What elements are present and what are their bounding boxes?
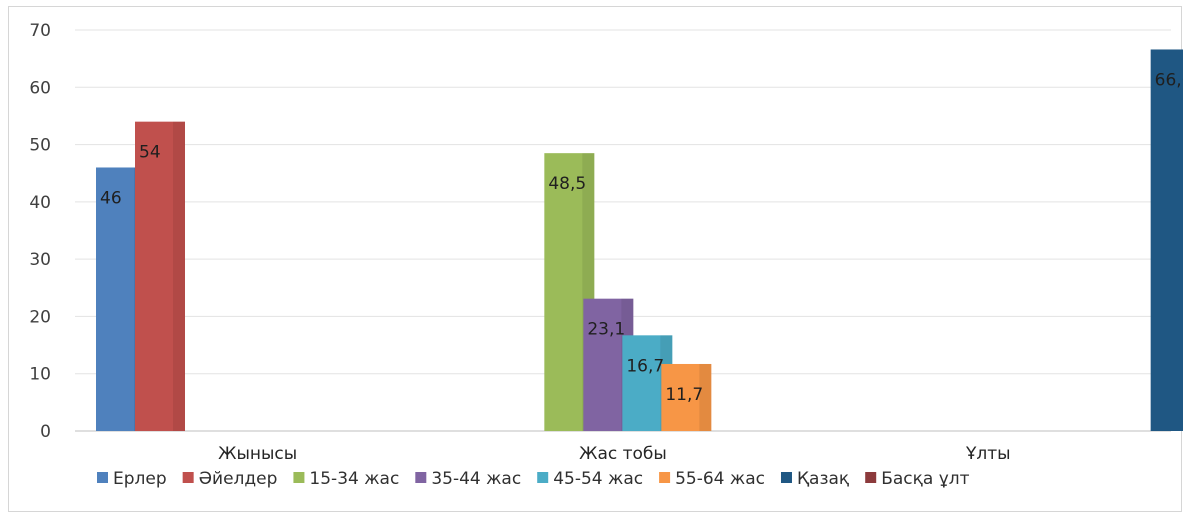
data-label-қазақ: 66,6	[1155, 70, 1183, 90]
y-tick-label-0: 0	[40, 422, 51, 442]
chart-frame: 0 10 20 30 40 50 60 70 46 54 Жынысы 48,5 23,1 16,7 11,…	[8, 6, 1183, 512]
legend-label-55-64-жас: 55-64 жас	[675, 469, 765, 489]
bar-shade-55-64-жас	[699, 363, 712, 431]
legend-label-ерлер: Ерлер	[113, 469, 167, 489]
legend-swatch-15-34-жас	[293, 472, 305, 483]
data-label-35-44-жас: 23,1	[587, 320, 625, 340]
legend-swatch-ерлер	[97, 472, 108, 483]
legend-swatch-басқа-ұлт	[865, 472, 877, 483]
legend-swatch-45-54-жас	[537, 472, 549, 483]
data-label-әйелдер: 54	[139, 143, 161, 163]
y-tick-label-50: 50	[29, 136, 51, 156]
legend-swatch-35-44-жас	[415, 472, 427, 483]
y-tick-label-60: 60	[29, 78, 51, 98]
y-tick-label-20: 20	[29, 307, 51, 327]
legend-swatch-55-64-жас	[659, 472, 671, 483]
bar-shade-әйелдер	[173, 121, 185, 432]
legend-label-15-34-жас: 15-34 жас	[309, 469, 399, 489]
data-label-45-54-жас: 16,7	[626, 356, 664, 376]
y-tick-label-30: 30	[29, 250, 51, 270]
data-label-55-64-жас: 11,7	[665, 385, 703, 405]
bar-55-64-жас	[661, 363, 712, 431]
legend-label-әйелдер: Әйелдер	[199, 469, 278, 489]
legend-label-35-44-жас: 35-44 жас	[431, 469, 521, 489]
category-label-0: Жынысы	[218, 444, 297, 464]
data-label-15-34-жас: 48,5	[548, 174, 586, 194]
category-label-1: Жас тобы	[579, 444, 667, 464]
category-label-2: Ұлты	[965, 444, 1011, 464]
data-label-ерлер: 46	[100, 188, 122, 208]
legend-swatch-қазақ	[780, 472, 792, 483]
chart-svg: 0 10 20 30 40 50 60 70 46 54 Жынысы 48,5 23,116,711,…	[29, 21, 1183, 489]
y-tick-label-10: 10	[29, 365, 51, 385]
bar-қазақ	[1150, 49, 1183, 431]
y-tick-label-70: 70	[29, 21, 51, 41]
y-tick-label-40: 40	[29, 193, 51, 213]
legend-swatch-әйелдер	[182, 472, 194, 483]
legend-label-басқа-ұлт: Басқа ұлт	[881, 469, 969, 489]
legend-label-45-54-жас: 45-54 жас	[553, 469, 643, 489]
legend-label-қазақ: Қазақ	[797, 469, 849, 489]
bar-әйелдер	[135, 121, 185, 432]
